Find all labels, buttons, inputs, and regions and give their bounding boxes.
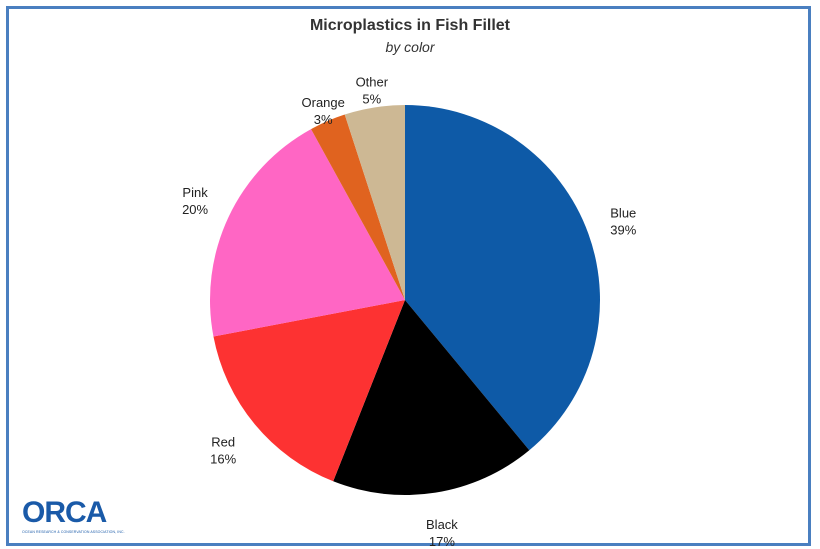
pie-slice-red (213, 300, 405, 482)
logo-subtext: OCEAN RESEARCH & CONSERVATION ASSOCIATIO… (22, 530, 125, 534)
pie-slices (209, 105, 601, 496)
chart-subtitle: by color (385, 39, 435, 55)
logo-text: ORCA (22, 496, 107, 529)
slice-label-pink: Pink (182, 185, 208, 200)
slice-value-orange: 3% (314, 112, 333, 127)
pie-slice-other (344, 105, 405, 300)
slice-label-red: Red (211, 434, 235, 449)
slice-label-orange: Orange (302, 95, 345, 110)
orca-logo: ORCA OCEAN RESEARCH & CONSERVATION ASSOC… (22, 496, 126, 540)
pie-slice-blue (405, 105, 601, 451)
slice-value-pink: 20% (182, 202, 208, 217)
slice-label-black: Black (426, 517, 458, 532)
slice-value-other: 5% (362, 92, 381, 107)
pie-slice-black (333, 300, 530, 496)
slice-label-blue: Blue (610, 205, 636, 220)
slice-value-red: 16% (210, 451, 236, 466)
pie-slice-pink (209, 129, 405, 337)
slice-value-black: 17% (429, 534, 455, 549)
pie-labels: Blue 39% Black 17% Red 16% Pink 20% Orange 3% Othe… (182, 75, 637, 549)
slice-label-other: Other (356, 75, 389, 90)
slice-value-blue: 39% (610, 222, 636, 237)
pie-slice-orange (311, 114, 405, 300)
chart-title: Microplastics in Fish Fillet (309, 17, 511, 34)
